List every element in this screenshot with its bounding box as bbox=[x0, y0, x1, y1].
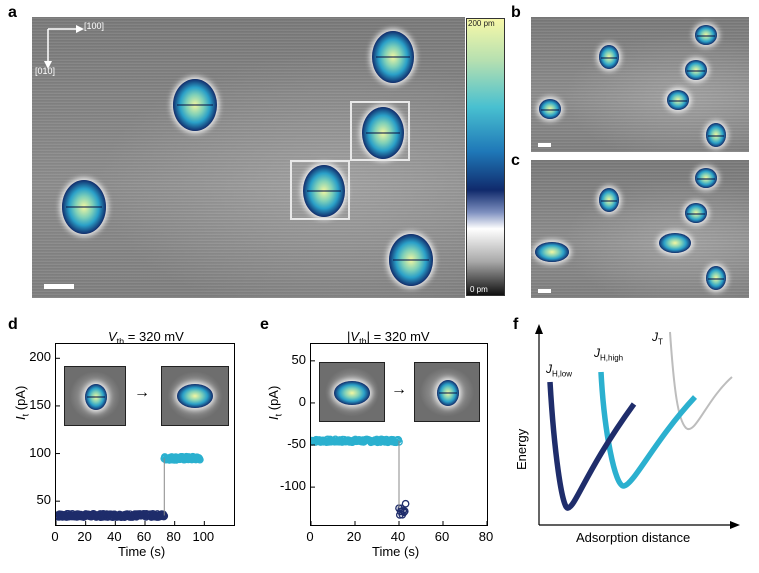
molecule bbox=[659, 233, 691, 253]
colorbar-bottom-label: 0 pm bbox=[470, 285, 488, 294]
molecule bbox=[85, 384, 107, 410]
y-tick-label: 150 bbox=[29, 396, 51, 412]
stm-image-a: [100] [010] bbox=[32, 17, 465, 298]
y-tick-label: 100 bbox=[29, 444, 51, 460]
d-xlabel: Time (s) bbox=[118, 544, 166, 559]
x-tick-label: 80 bbox=[478, 529, 494, 544]
molecule bbox=[334, 381, 370, 405]
scale-bar bbox=[538, 143, 551, 147]
scale-bar bbox=[44, 284, 74, 289]
x-tick-label: 80 bbox=[166, 529, 181, 544]
molecule bbox=[372, 31, 414, 83]
panel-label-a: a bbox=[8, 4, 17, 21]
f-xlabel: Adsorption distance bbox=[576, 530, 691, 545]
curve-J-H-low bbox=[547, 381, 637, 511]
d-inset-after bbox=[161, 366, 229, 426]
x-tick-label: 60 bbox=[434, 529, 450, 544]
direction-label-100: [100] bbox=[84, 21, 105, 31]
molecule bbox=[177, 384, 213, 408]
f-label-JHlow: JH,low bbox=[546, 362, 573, 379]
panel-label-d: d bbox=[8, 316, 18, 333]
molecule bbox=[62, 180, 106, 234]
e-inset-after bbox=[414, 362, 480, 422]
panel-label-e: e bbox=[260, 316, 269, 333]
d-inset-before bbox=[64, 366, 126, 426]
molecule bbox=[389, 234, 433, 286]
e-xlabel: Time (s) bbox=[372, 544, 420, 559]
data-point bbox=[196, 455, 204, 464]
x-tick-label: 100 bbox=[192, 529, 215, 544]
selection-box bbox=[350, 101, 410, 161]
scale-bar bbox=[538, 289, 551, 293]
crystal-direction-arrows bbox=[44, 25, 84, 69]
molecule bbox=[539, 99, 561, 119]
molecule bbox=[173, 79, 217, 131]
x-tick-label: 20 bbox=[346, 529, 362, 544]
curve-J-H-high bbox=[598, 371, 698, 489]
colorbar-top-label: 200 pm bbox=[468, 19, 495, 28]
molecule bbox=[667, 90, 689, 110]
molecule bbox=[599, 188, 619, 212]
x-tick-label: 0 bbox=[51, 529, 59, 544]
direction-label-010: [010] bbox=[35, 66, 56, 76]
molecule bbox=[362, 107, 404, 159]
y-tick-label: -50 bbox=[287, 436, 306, 452]
f-ylabel: Energy bbox=[514, 428, 529, 470]
stm-image-b bbox=[531, 17, 749, 152]
x-tick-label: 40 bbox=[107, 529, 122, 544]
x-tick-label: 0 bbox=[306, 529, 314, 544]
molecule bbox=[695, 25, 717, 45]
f-label-JHhigh: JH,high bbox=[594, 346, 624, 363]
d-plot-svg bbox=[56, 357, 205, 525]
panel-e-title: |Vth| = 320 mV bbox=[347, 329, 430, 347]
d-plot-frame: → bbox=[55, 343, 235, 526]
molecule bbox=[599, 45, 619, 69]
molecule bbox=[695, 168, 717, 188]
selection-box bbox=[290, 160, 350, 220]
f-energy-diagram bbox=[535, 324, 740, 529]
curve-J-T bbox=[669, 331, 733, 431]
x-tick-label: 20 bbox=[77, 529, 92, 544]
molecule bbox=[685, 203, 707, 223]
molecule bbox=[437, 380, 459, 406]
x-tick-label: 60 bbox=[136, 529, 152, 544]
panel-label-f: f bbox=[513, 316, 519, 333]
y-tick-label: 50 bbox=[291, 351, 306, 367]
panel-d-title: Vth = 320 mV bbox=[108, 329, 184, 347]
data-point bbox=[400, 508, 408, 517]
y-tick-label: 50 bbox=[36, 492, 51, 508]
f-label-JT: JT bbox=[652, 330, 663, 347]
molecule bbox=[535, 242, 569, 262]
y-tick-label: 200 bbox=[29, 349, 51, 365]
molecule bbox=[303, 165, 345, 217]
x-tick-label: 40 bbox=[390, 529, 406, 544]
panel-label-b: b bbox=[511, 4, 521, 21]
data-point bbox=[401, 499, 410, 508]
molecule bbox=[706, 266, 726, 290]
e-plot-svg bbox=[311, 360, 487, 525]
y-tick-label: 0 bbox=[298, 393, 306, 409]
panel-label-c: c bbox=[511, 152, 520, 169]
molecule bbox=[706, 123, 726, 147]
y-tick-label: -100 bbox=[279, 478, 306, 494]
e-plot-frame: → bbox=[310, 343, 488, 526]
arrow-icon: → bbox=[391, 381, 407, 398]
arrow-icon: → bbox=[134, 384, 150, 401]
stm-image-c bbox=[531, 160, 749, 298]
molecule bbox=[685, 60, 707, 80]
e-inset-before bbox=[319, 362, 385, 422]
data-point bbox=[400, 507, 409, 516]
height-colorbar bbox=[466, 18, 505, 296]
